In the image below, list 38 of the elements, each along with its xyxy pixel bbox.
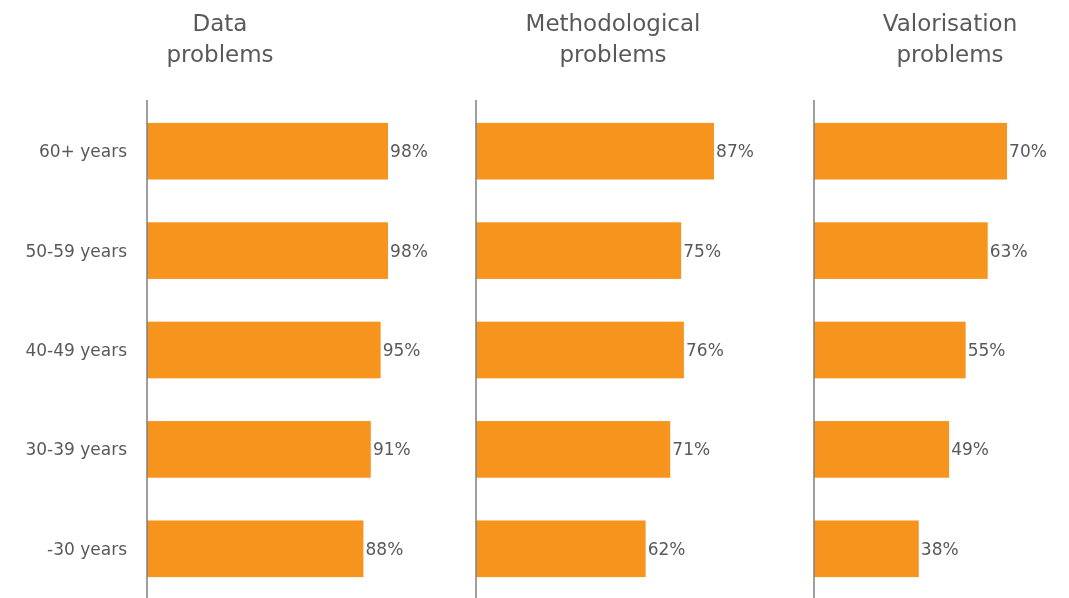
y-tick-label: 40-49 years bbox=[25, 339, 128, 360]
data-label: 55% bbox=[967, 339, 1006, 360]
data-label: 76% bbox=[686, 339, 724, 360]
data-label: 62% bbox=[647, 538, 686, 559]
data-label: 49% bbox=[951, 439, 989, 460]
data-label: 87% bbox=[716, 141, 754, 162]
data-label: 88% bbox=[365, 538, 404, 559]
y-tick-label: 50-59 years bbox=[25, 240, 128, 261]
bar bbox=[476, 222, 682, 279]
bar bbox=[147, 520, 364, 578]
data-label: 71% bbox=[672, 439, 711, 460]
data-label: 38% bbox=[920, 538, 959, 559]
bar bbox=[814, 421, 950, 478]
bar bbox=[147, 122, 388, 180]
data-label: 98% bbox=[390, 240, 428, 261]
data-label: 75% bbox=[683, 240, 722, 261]
y-tick-label: -30 years bbox=[47, 538, 128, 559]
bar bbox=[814, 520, 919, 578]
data-label: 95% bbox=[382, 339, 421, 360]
y-tick-label: 30-39 years bbox=[25, 439, 128, 460]
bar bbox=[814, 222, 988, 279]
data-label: 98% bbox=[390, 141, 428, 162]
data-label: 91% bbox=[372, 439, 411, 460]
chart-title: Data problems bbox=[166, 10, 274, 67]
bar bbox=[476, 321, 684, 379]
chart-title: Methodological problems bbox=[525, 10, 701, 67]
chart-title: Valorisation problems bbox=[882, 10, 1018, 67]
bar bbox=[147, 222, 388, 279]
bar bbox=[814, 321, 966, 379]
bar bbox=[147, 321, 381, 379]
y-tick-label: 60+ years bbox=[38, 141, 128, 162]
bar bbox=[147, 421, 371, 478]
data-label: 70% bbox=[1009, 141, 1047, 162]
bar bbox=[476, 122, 714, 180]
bar bbox=[814, 122, 1007, 180]
bar bbox=[476, 421, 671, 478]
data-label: 63% bbox=[989, 240, 1028, 261]
bar bbox=[476, 520, 646, 578]
